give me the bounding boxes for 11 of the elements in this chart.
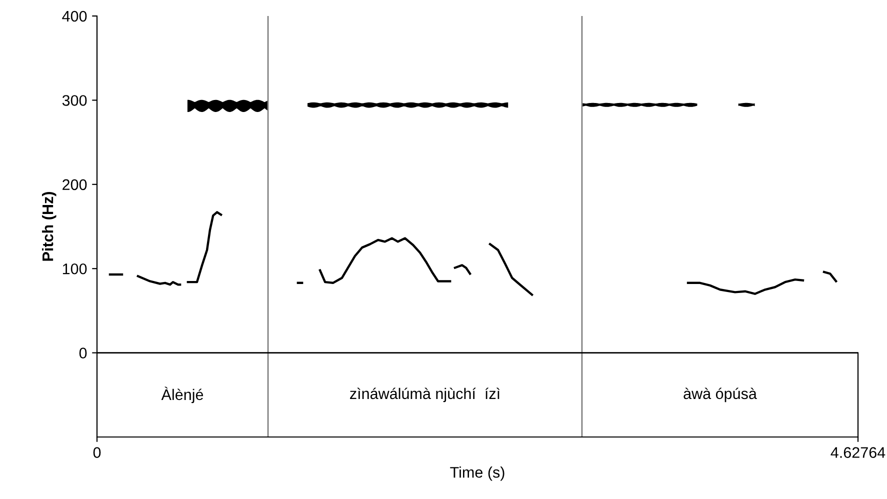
y-tick-label: 400 — [62, 10, 87, 22]
y-axis-title: Pitch (Hz) — [42, 192, 56, 261]
annotation: Àlènjé — [161, 386, 204, 404]
x-axis-title: Time (s) — [450, 466, 504, 481]
y-tick-label: 100 — [62, 263, 87, 274]
y-tick-label: 300 — [62, 95, 87, 106]
annotation: zìnáwálúmà njùchí ízì — [350, 388, 500, 402]
annotation: àwà ópúsà — [684, 388, 757, 402]
y-tick-label: 0 — [79, 348, 87, 358]
y-tick-label: 200 — [62, 179, 87, 190]
x-tick-label: 4.62764 — [830, 447, 886, 458]
